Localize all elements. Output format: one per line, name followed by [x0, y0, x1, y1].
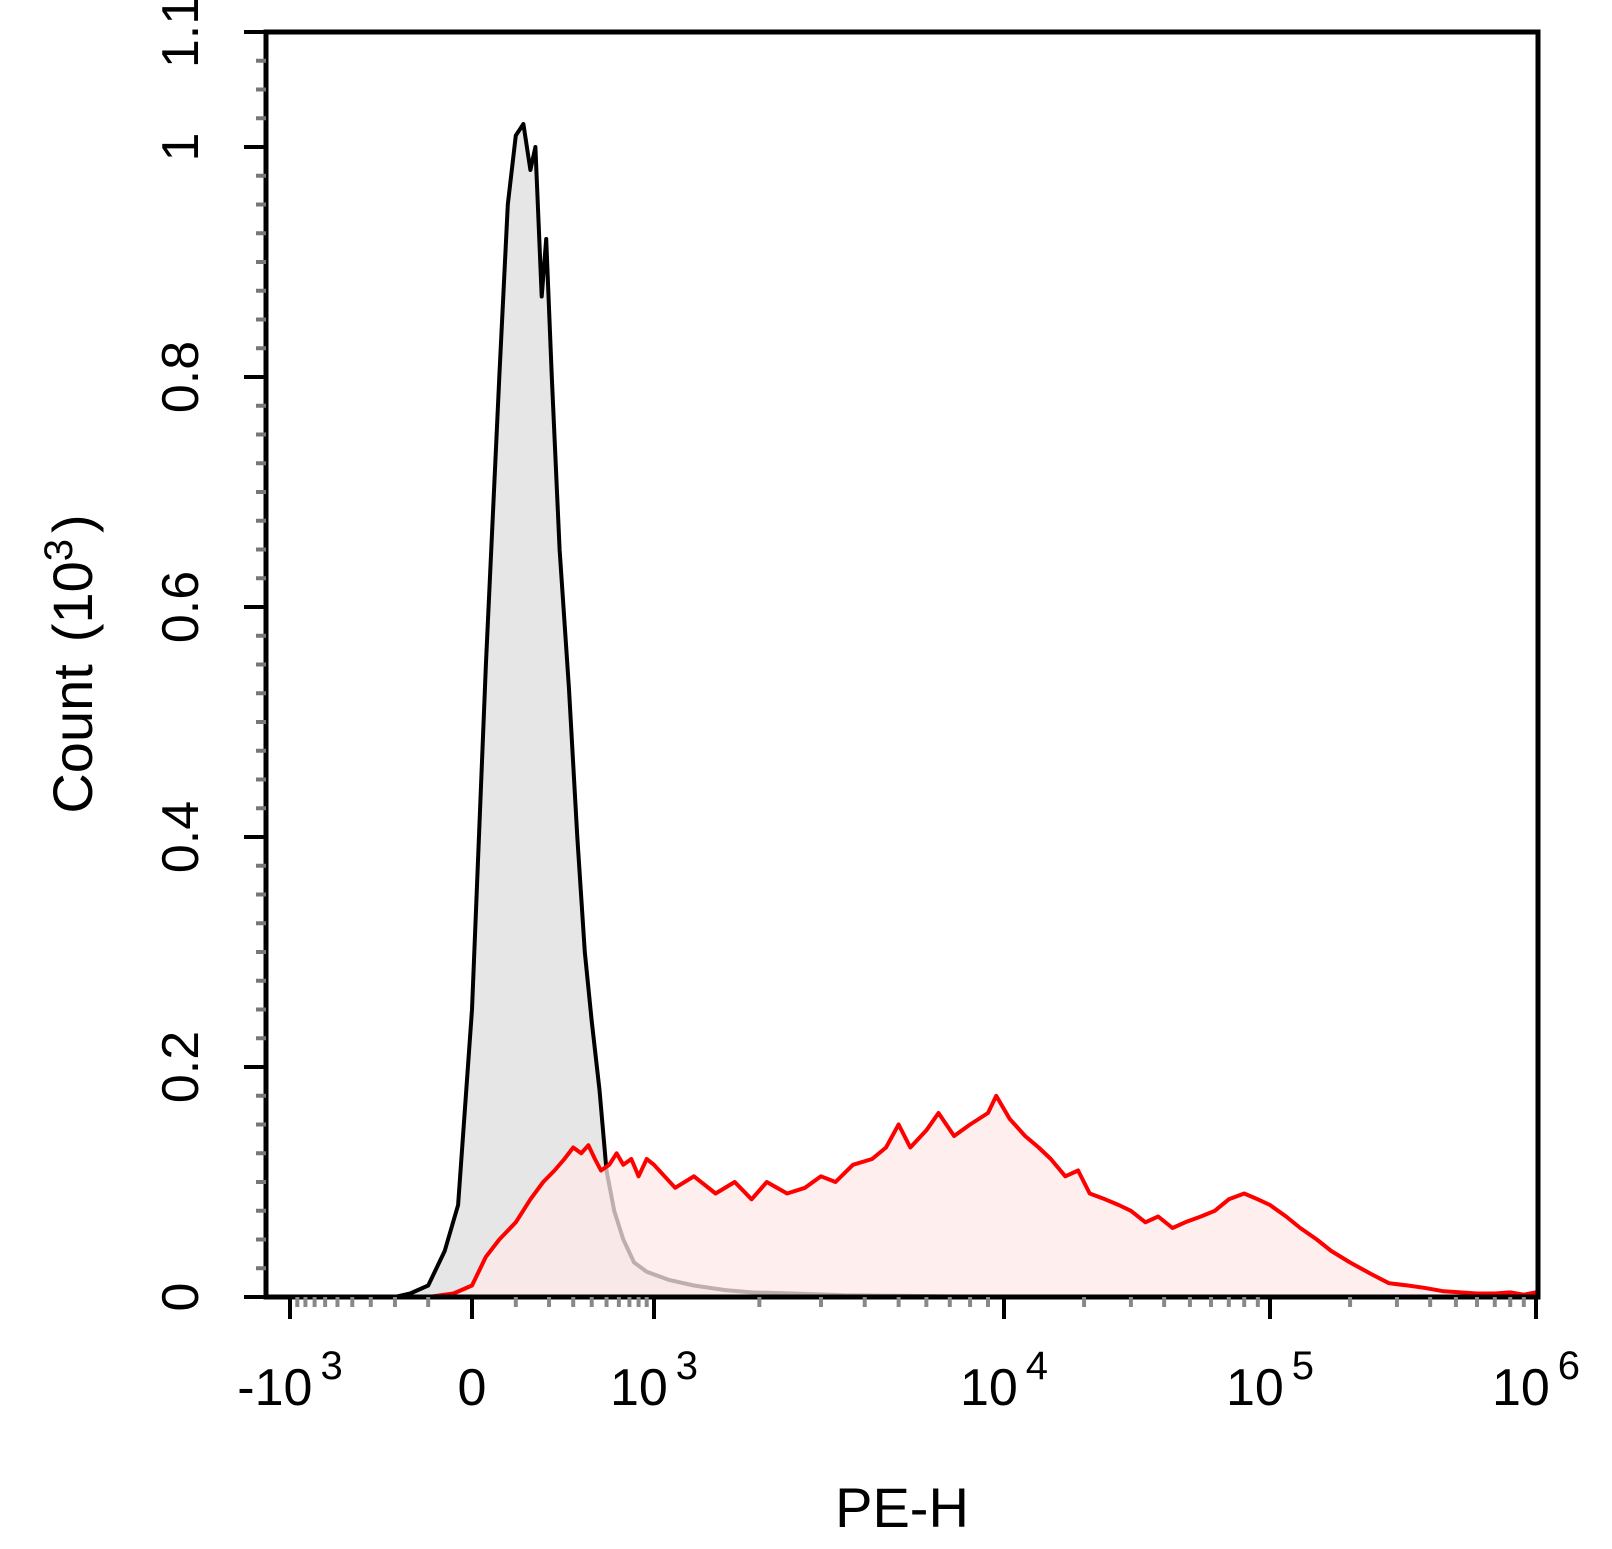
y-tick-label: 0 — [152, 1283, 210, 1312]
plot-frame — [263, 29, 1541, 1300]
y-tick-label: 1 — [152, 133, 210, 162]
y-axis-unit-exp: 3 — [37, 539, 81, 561]
x-tick-label: 10 3 — [610, 1344, 698, 1417]
series-1-fill — [428, 1095, 1537, 1297]
y-tick-label: 0.8 — [152, 341, 210, 413]
y-tick-label: 1.1 — [152, 0, 210, 68]
series-0 — [271, 122, 1536, 1299]
y-tick-label: 0.6 — [152, 571, 210, 643]
y-axis-title-text: Count — [41, 664, 104, 814]
series-0-line — [271, 122, 1536, 1299]
x-tick-label: -10 3 — [237, 1344, 342, 1417]
y-tick-label: 0.4 — [152, 801, 210, 873]
y-axis-unit: (10 — [41, 561, 104, 642]
x-axis-title: PE-H — [835, 1476, 969, 1539]
x-tick-label: 0 — [458, 1359, 487, 1417]
x-tick-label: 10 6 — [1492, 1344, 1580, 1417]
y-axis-unit-close: ) — [41, 514, 104, 533]
y-tick-label: 0.2 — [152, 1031, 210, 1103]
series-1-line — [427, 1093, 1537, 1299]
x-tick-label: 10 4 — [960, 1344, 1048, 1417]
series-0-fill — [271, 124, 1536, 1297]
series-1 — [427, 1093, 1537, 1299]
x-tick-label: 10 5 — [1226, 1344, 1314, 1417]
y-axis-title: Count (103) — [37, 514, 104, 813]
axis-layer: 0 0.2 0.4 0.6 0.8 1 1.1 -10 3 0 10 3 10 4 10 5 10 6 — [152, 0, 1580, 1417]
series-layer — [271, 122, 1537, 1299]
